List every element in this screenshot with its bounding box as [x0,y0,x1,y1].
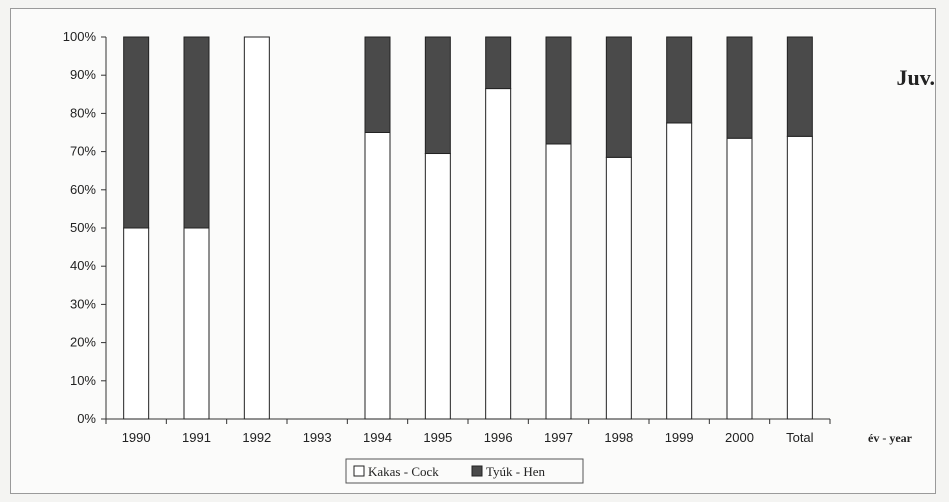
x-tick-label: 1995 [423,430,452,445]
x-tick-label: 1999 [665,430,694,445]
legend-swatch [353,465,365,477]
bar-segment-hen [364,36,391,133]
bars [123,36,813,420]
y-tick-label: 0% [77,411,96,426]
y-tick-label: 60% [70,182,96,197]
bar-segment-cock [545,143,572,420]
bar-segment-hen [545,36,572,145]
x-tick-label: Total [786,430,814,445]
x-tick-label: 1994 [363,430,392,445]
legend-label: Tyúk - Hen [486,464,546,479]
bar-segment-cock [485,88,512,420]
bar-segment-hen [123,36,150,229]
x-tick-label: 2000 [725,430,754,445]
x-axis-label: év - year [868,431,913,445]
y-tick-label: 20% [70,335,96,350]
bar-segment-cock [364,132,391,420]
bar-segment-hen [485,36,512,90]
bar-segment-hen [666,36,693,124]
x-tick-label: 1993 [303,430,332,445]
bar-segment-cock [424,153,451,420]
chart-frame [10,8,936,494]
legend: Kakas - Cock Tyúk - Hen [345,458,584,484]
bar-segment-hen [605,36,632,158]
legend-box [345,458,584,484]
x-tick-label: 1991 [182,430,211,445]
bar-segment-cock [243,36,270,420]
bar-segment-hen [786,36,813,137]
bar-segment-hen [424,36,451,155]
bar-segment-cock [183,227,210,420]
x-tick-label: 1998 [604,430,633,445]
bar-segment-cock [786,135,813,420]
axis-labels: 0% 10% 20% 30% 40% 50% 60% 70% 80% 90% 100% 1990 199… [63,29,814,445]
x-tick-label: 1996 [484,430,513,445]
y-tick-label: 90% [70,67,96,82]
bar-segment-hen [726,36,753,139]
x-tick-label: 1997 [544,430,573,445]
y-tick-label: 100% [63,29,97,44]
legend-label: Kakas - Cock [368,464,439,479]
bar-segment-cock [666,122,693,420]
bar-segment-cock [726,137,753,420]
chart-title: Juv. [896,65,935,90]
axes [101,36,831,424]
y-tick-label: 80% [70,105,96,120]
y-tick-label: 10% [70,373,96,388]
bar-segment-cock [123,227,150,420]
y-tick-label: 40% [70,258,96,273]
y-tick-label: 50% [70,220,96,235]
y-tick-label: 70% [70,144,96,159]
x-tick-label: 1992 [242,430,271,445]
bar-segment-hen [183,36,210,229]
x-tick-label: 1990 [122,430,151,445]
y-tick-label: 30% [70,296,96,311]
legend-swatch [471,465,483,477]
bar-segment-cock [605,156,632,420]
